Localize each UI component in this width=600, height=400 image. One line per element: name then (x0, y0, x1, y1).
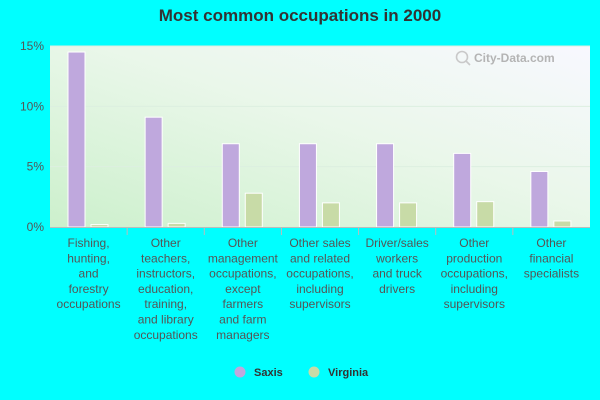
category-label-line: instructors, (136, 267, 195, 281)
bar-saxis (376, 143, 395, 228)
category-label-line: supervisors (289, 297, 350, 311)
bar-saxis (144, 116, 163, 228)
bar-virginia (553, 220, 572, 228)
category-label-line: hunting, (67, 251, 110, 265)
bar-saxis (221, 143, 240, 228)
y-tick-label: 10% (20, 99, 44, 113)
bar-virginia (321, 202, 340, 228)
category-label-line: occupations, (286, 267, 353, 281)
category-label-line: Other (459, 236, 489, 250)
legend-label-saxis: Saxis (254, 367, 283, 379)
category-label: Other financial specialists (524, 236, 579, 281)
y-tick-label: 0% (27, 220, 45, 234)
y-tick-label: 5% (27, 160, 45, 174)
category-label-line: teachers, (141, 251, 190, 265)
category-label-line: occupations, (209, 267, 276, 281)
category-label-line: Fishing, (68, 236, 110, 250)
category-label-line: farmers (223, 297, 264, 311)
category-label-line: Other (151, 236, 181, 250)
category-label-line: except (225, 282, 261, 296)
bar-virginia (476, 201, 495, 228)
category-label-line: Other sales (289, 236, 350, 250)
category-label-line: training, (144, 297, 187, 311)
watermark: City-Data.com (455, 50, 555, 66)
category-label-line: occupations, (441, 267, 508, 281)
category-label-line: production (446, 251, 502, 265)
category-label-line: occupations (57, 297, 121, 311)
watermark-text: City-Data.com (474, 51, 555, 65)
category-label-line: including (296, 282, 343, 296)
category-label-line: managers (216, 328, 269, 342)
legend-swatch-virginia (308, 366, 320, 378)
category-label-line: and related (290, 251, 350, 265)
category-label-line: Other (228, 236, 258, 250)
category-label-line: supervisors (444, 297, 505, 311)
chart-title: Most common occupations in 2000 (158, 6, 442, 25)
bar-virginia (167, 222, 186, 228)
category-label-line: management (208, 251, 279, 265)
bar-saxis (530, 170, 549, 228)
category-label-line: specialists (524, 267, 579, 281)
category-label: Fishing, hunting, and forestry occupations (57, 236, 121, 311)
category-label-line: and (79, 267, 99, 281)
legend-label-virginia: Virginia (328, 367, 369, 379)
category-label-line: forestry (69, 282, 109, 296)
legend-swatch-saxis (234, 366, 246, 378)
plot-area (50, 46, 590, 227)
bar-virginia (90, 224, 109, 228)
category-label: Driver/sales workers and truck drivers (365, 236, 428, 296)
bar-saxis (67, 51, 86, 228)
category-label-line: occupations (134, 328, 198, 342)
category-label-line: workers (375, 251, 418, 265)
category-label: Other sales and related occupations, includ… (286, 236, 353, 311)
legend: Saxis Virginia (234, 366, 369, 379)
category-label: Other production occupations, including supe… (441, 236, 508, 311)
y-tick-label: 15% (20, 39, 44, 53)
bar-virginia (399, 202, 418, 228)
category-label-line: and truck (372, 267, 422, 281)
category-label-line: education, (138, 282, 193, 296)
bar-virginia (244, 192, 263, 228)
category-label: Other teachers, instructors, education, trai… (134, 236, 198, 342)
bar-saxis (453, 152, 472, 228)
category-label-line: and farm (219, 313, 266, 327)
category-label-line: Other (536, 236, 566, 250)
category-label-line: financial (529, 251, 573, 265)
category-label-line: including (451, 282, 498, 296)
category-label: Other management occupations, except farmers… (208, 236, 279, 342)
bar-saxis (298, 143, 317, 228)
category-label-line: drivers (379, 282, 415, 296)
category-label-line: and library (138, 313, 194, 327)
category-label-line: Driver/sales (365, 236, 428, 250)
